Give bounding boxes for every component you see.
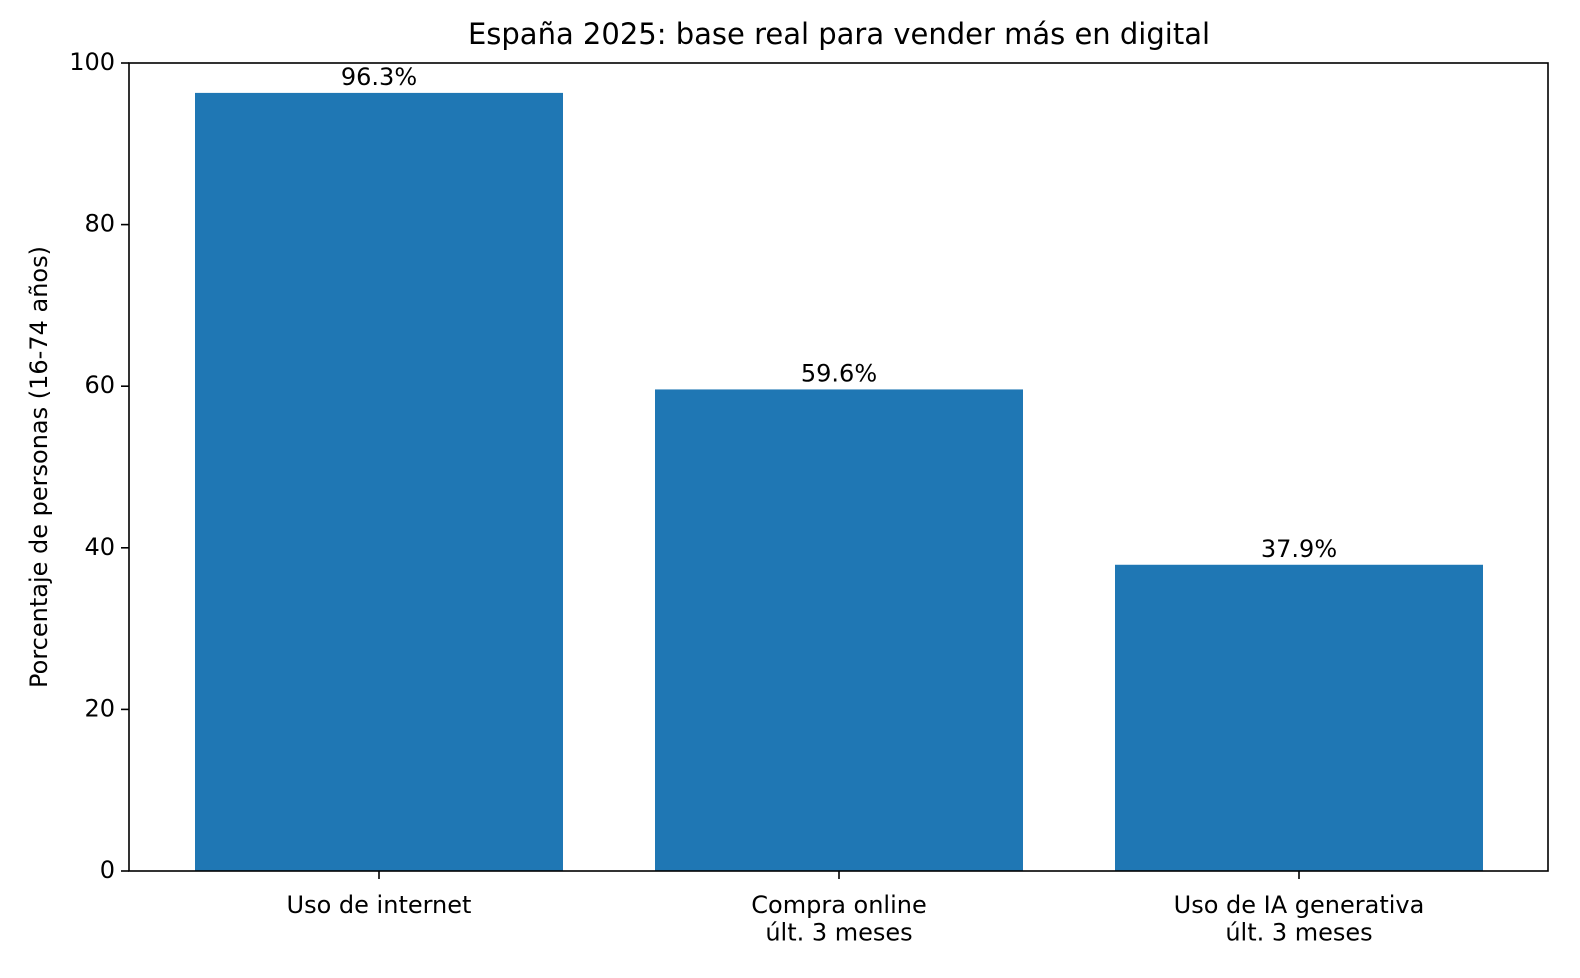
value-label: 96.3% <box>341 63 417 91</box>
x-tick-label: Uso de IA generativa últ. 3 meses <box>1174 891 1425 947</box>
plot-frame <box>128 62 1549 872</box>
x-tick-label: Uso de internet <box>287 891 472 919</box>
bar <box>1115 564 1483 871</box>
y-tick-label: 60 <box>84 371 115 399</box>
bar <box>195 92 563 872</box>
value-label: 59.6% <box>801 359 877 387</box>
x-tick-label: Compra online últ. 3 meses <box>751 891 926 947</box>
y-tick-label: 100 <box>69 48 115 76</box>
chart-title: España 2025: base real para vender más e… <box>468 17 1210 51</box>
y-tick-label: 40 <box>84 533 115 561</box>
y-tick-label: 0 <box>100 856 115 884</box>
bar <box>655 389 1023 871</box>
value-label: 37.9% <box>1261 535 1337 563</box>
y-tick-label: 20 <box>84 694 115 722</box>
y-axis-label: Porcentaje de personas (16-74 años) <box>25 246 53 688</box>
y-tick-label: 80 <box>84 210 115 238</box>
